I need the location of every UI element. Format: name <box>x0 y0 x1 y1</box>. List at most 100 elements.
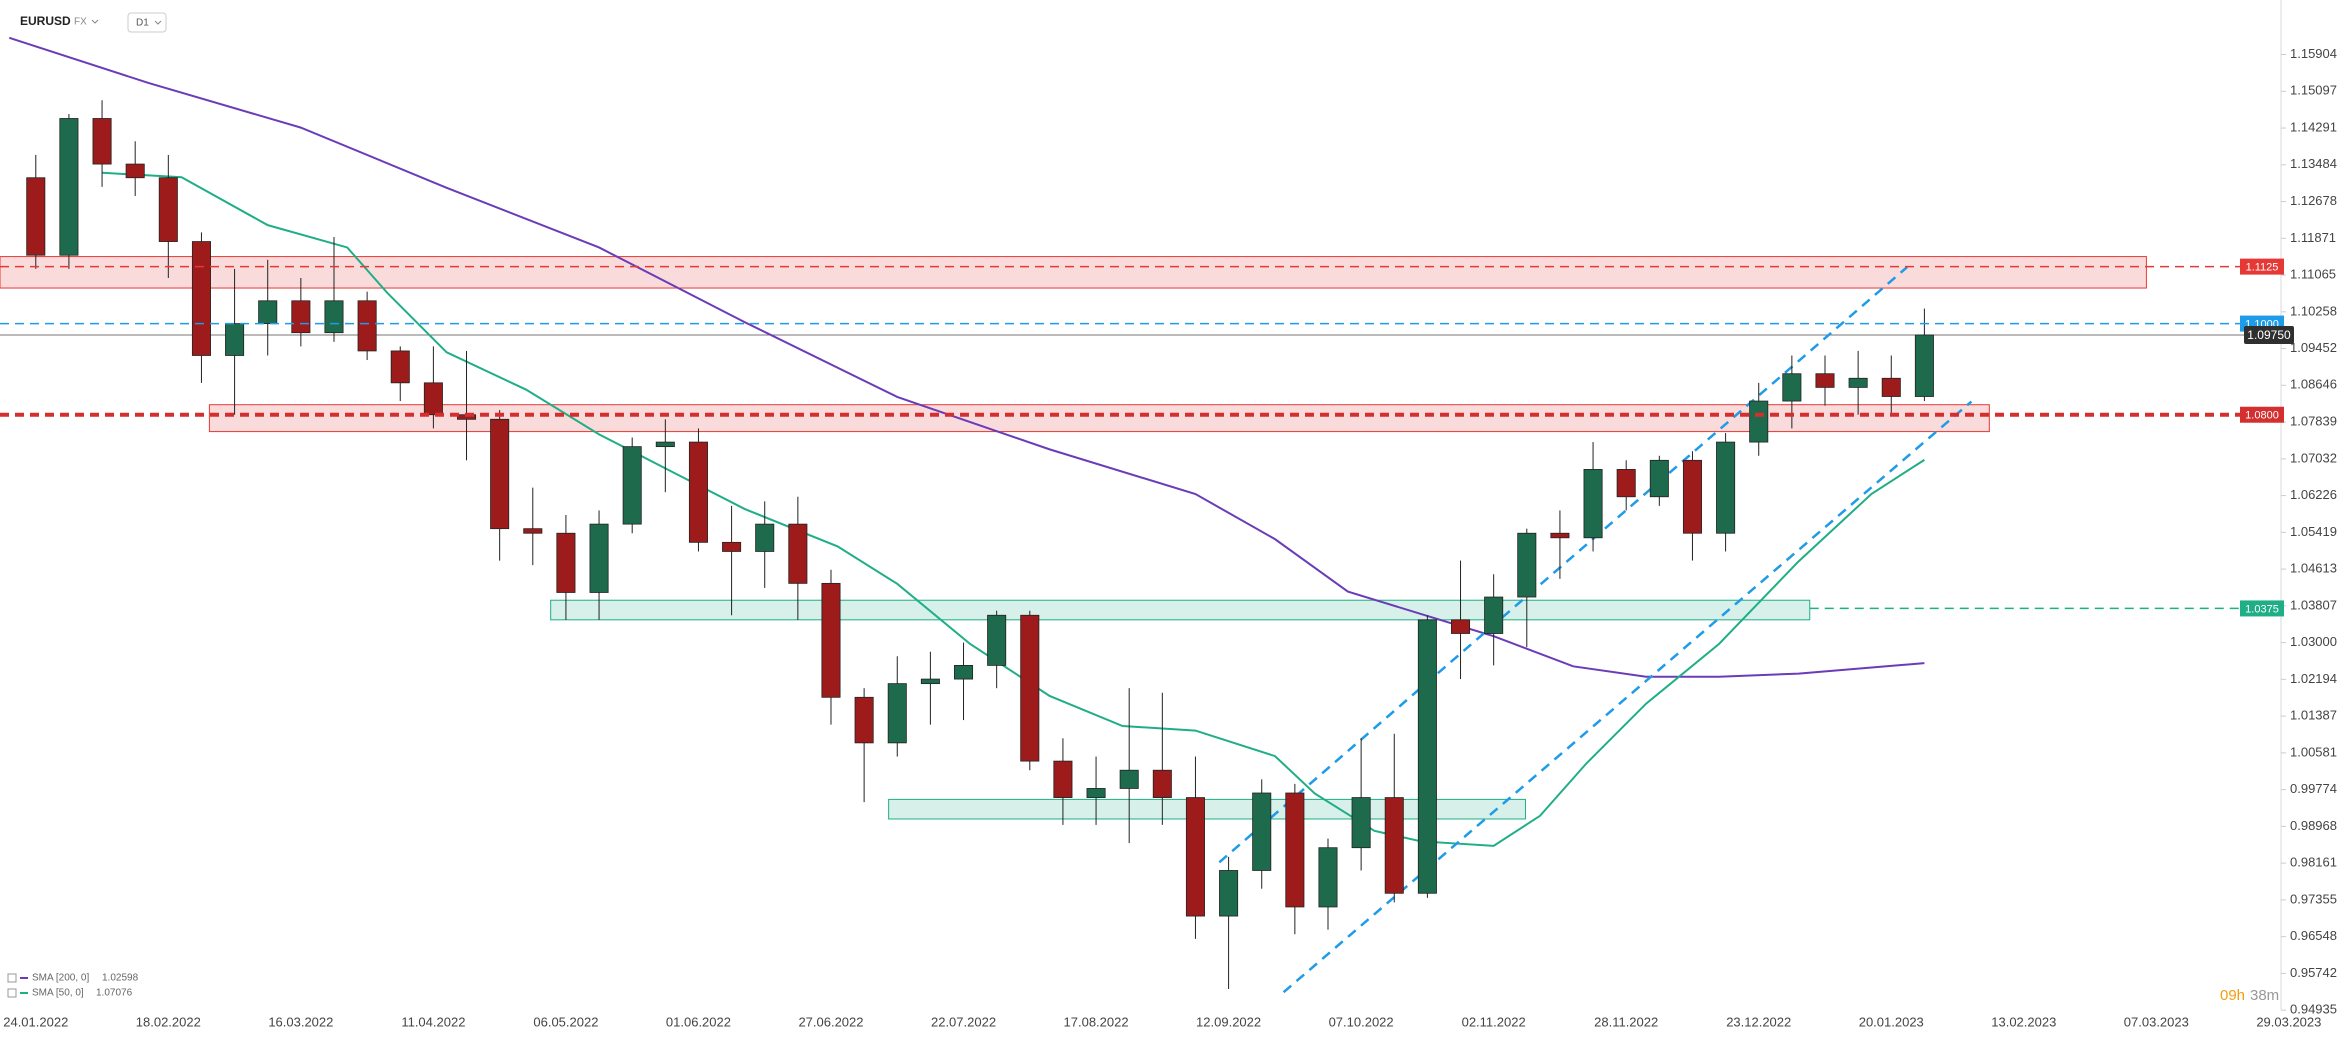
candle-body <box>258 300 278 324</box>
level-label: 1.0375 <box>2245 603 2279 615</box>
candle-body <box>291 300 311 334</box>
candle-body <box>1517 532 1537 598</box>
candle-body <box>1782 373 1802 402</box>
y-tick-label: 1.12678 <box>2290 193 2337 208</box>
y-tick-label: 1.15904 <box>2290 46 2337 61</box>
candle-body <box>755 523 775 552</box>
candle-body <box>125 163 145 179</box>
candle-body <box>1285 792 1305 908</box>
x-tick-label: 20.01.2023 <box>1859 1014 1924 1029</box>
candle-body <box>1119 769 1139 789</box>
x-tick-label: 07.10.2022 <box>1329 1014 1394 1029</box>
candle-body <box>556 532 576 593</box>
y-tick-label: 1.10258 <box>2290 303 2337 318</box>
candle-body <box>490 418 510 530</box>
legend-icon <box>7 988 17 998</box>
x-tick-label: 12.09.2022 <box>1196 1014 1261 1029</box>
candle-body <box>523 528 543 534</box>
candle-body <box>92 118 112 165</box>
timer-minutes: 38m <box>2250 987 2279 1004</box>
level-label: 1.0800 <box>2245 410 2279 422</box>
x-tick-label: 24.01.2022 <box>3 1014 68 1029</box>
x-tick-label: 01.06.2022 <box>666 1014 731 1029</box>
x-tick-label: 13.02.2023 <box>1991 1014 2056 1029</box>
x-tick-label: 29.03.2023 <box>2256 1014 2321 1029</box>
symbol[interactable]: EURUSD <box>20 14 71 28</box>
zone <box>550 599 1811 621</box>
candle-body <box>1252 792 1272 871</box>
candle-body <box>59 118 79 256</box>
candle-body <box>1351 797 1371 849</box>
zone <box>0 256 2147 289</box>
channel-line <box>1218 266 1908 864</box>
legend-value: 1.07076 <box>96 988 133 999</box>
candle-body <box>1815 373 1835 388</box>
market[interactable]: FX <box>74 17 87 28</box>
y-tick-label: 1.00581 <box>2290 744 2337 759</box>
candle-body <box>589 523 609 593</box>
timer-hours: 09h <box>2220 987 2245 1004</box>
interval[interactable]: D1 <box>136 18 149 29</box>
legend-name: SMA [200, 0] <box>32 973 89 984</box>
level-label-box <box>2240 600 2284 617</box>
candle-body <box>1616 469 1636 498</box>
candle-body <box>324 300 344 334</box>
y-tick-label: 1.11871 <box>2290 230 2336 245</box>
y-tick-label: 1.09452 <box>2290 340 2337 355</box>
candle-body <box>390 350 410 384</box>
candle-body <box>655 441 675 448</box>
y-tick-label: 1.14291 <box>2290 119 2337 134</box>
y-tick-label: 1.13484 <box>2290 156 2337 171</box>
level-label-box <box>2240 406 2284 423</box>
candle-body <box>821 582 841 698</box>
candle-body <box>1417 619 1437 894</box>
candle-body <box>887 683 907 744</box>
candle-body <box>1682 459 1702 534</box>
overlay: 1.15904 1.15097 1.14291 1.13484 1.12678 1.118… <box>0 46 2337 1017</box>
candle-body <box>1881 377 1901 397</box>
candle-body <box>1484 596 1504 634</box>
current-price-box <box>2244 325 2294 344</box>
x-tick-label: 07.03.2023 <box>2124 1014 2189 1029</box>
legend-name: SMA [50, 0] <box>32 988 84 999</box>
plot-area <box>0 36 2281 994</box>
x-tick-label: 27.06.2022 <box>798 1014 863 1029</box>
legend-icon <box>7 973 17 983</box>
y-tick-label: 1.04613 <box>2290 561 2337 576</box>
candle-body <box>1384 797 1404 894</box>
y-tick-label: 0.95742 <box>2290 965 2337 980</box>
y-tick-label: 0.94935 <box>2290 1002 2337 1017</box>
candle-body <box>1219 870 1239 917</box>
sma-line <box>101 171 1925 847</box>
interval-box[interactable] <box>127 12 167 33</box>
y-tick-label: 0.99774 <box>2290 781 2337 796</box>
x-tick-label: 02.11.2022 <box>1462 1014 1526 1029</box>
candle-body <box>1583 469 1603 539</box>
candle-body <box>854 696 874 744</box>
channel-line <box>1282 400 1973 994</box>
y-tick-label: 1.05419 <box>2290 524 2337 539</box>
y-tick-label: 0.97355 <box>2290 891 2337 906</box>
candle-body <box>225 323 245 356</box>
level-label-box <box>2240 258 2284 275</box>
y-tick-label: 0.98968 <box>2290 818 2337 833</box>
interval-dropdown-arrow[interactable] <box>154 20 162 25</box>
y-tick-label: 1.02194 <box>2290 671 2337 686</box>
candle-body <box>1749 400 1769 443</box>
candle-body <box>622 446 642 525</box>
x-tick-label: 16.03.2022 <box>268 1014 333 1029</box>
y-tick-label: 0.98161 <box>2290 855 2337 870</box>
candle-body <box>26 177 46 256</box>
candle-body <box>357 300 377 352</box>
candle-body <box>1550 532 1570 539</box>
candle-body <box>1053 760 1073 798</box>
candle-body <box>1152 769 1172 798</box>
x-tick-label: 11.04.2022 <box>401 1014 465 1029</box>
candle-body <box>1020 614 1040 762</box>
y-tick-label: 1.03807 <box>2290 597 2337 612</box>
candle-body <box>1716 441 1736 534</box>
market-dropdown-arrow[interactable] <box>91 19 99 24</box>
candle-body <box>954 664 974 680</box>
y-tick-label: 1.01387 <box>2290 708 2337 723</box>
candle-body <box>423 382 443 416</box>
